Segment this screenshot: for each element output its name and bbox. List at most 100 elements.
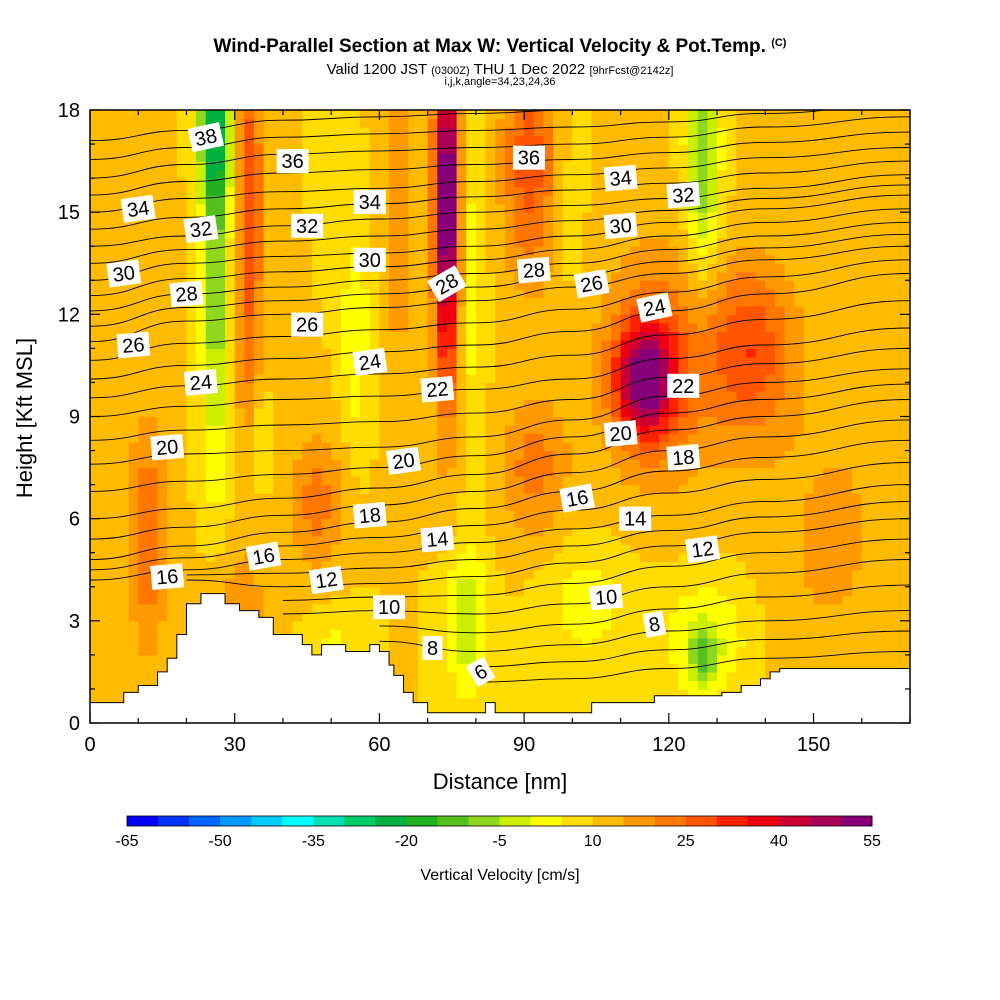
heatmap-cell (495, 663, 506, 673)
heatmap-cell (379, 493, 390, 503)
heatmap-cell (292, 297, 303, 307)
heatmap-cell (157, 356, 168, 367)
heatmap-cell (524, 501, 535, 511)
heatmap-cell (707, 646, 718, 656)
heatmap-cell (466, 459, 477, 469)
heatmap-cell (118, 493, 130, 503)
heatmap-cell (176, 476, 188, 486)
heatmap-cell (475, 246, 487, 256)
heatmap-cell (244, 178, 255, 188)
heatmap-cell (90, 399, 101, 409)
heatmap-cell (398, 586, 409, 596)
heatmap-cell (562, 552, 573, 562)
heatmap-cell (514, 169, 525, 179)
heatmap-cell (311, 433, 323, 443)
heatmap-cell (524, 654, 535, 664)
heatmap-cell (755, 663, 766, 673)
heatmap-cell (157, 663, 168, 673)
heatmap-cell (601, 450, 612, 460)
heatmap-cell (514, 288, 525, 298)
heatmap-cell (225, 365, 236, 375)
heatmap-cell (167, 416, 178, 426)
heatmap-cell (302, 416, 313, 426)
heatmap-cell (649, 637, 660, 647)
heatmap-cell (485, 629, 496, 639)
heatmap-cell (244, 365, 255, 375)
heatmap-cell (533, 450, 545, 460)
heatmap-cell (620, 671, 631, 682)
heatmap-cell (726, 203, 737, 213)
heatmap-cell (533, 127, 545, 137)
heatmap-cell (118, 365, 130, 375)
heatmap-cell (138, 484, 149, 494)
heatmap-cell (99, 110, 110, 120)
heatmap-cell (746, 212, 757, 222)
heatmap-cell (746, 118, 757, 128)
heatmap-cell (688, 425, 699, 435)
heatmap-cell (543, 603, 554, 613)
heatmap-cell (726, 552, 737, 562)
heatmap-cell (205, 450, 217, 460)
heatmap-cell (128, 663, 139, 673)
heatmap-cell (244, 186, 255, 196)
heatmap-cell (610, 152, 622, 162)
heatmap-cell (601, 339, 612, 349)
heatmap-cell (736, 612, 747, 622)
heatmap-cell (99, 484, 110, 494)
heatmap-cell (456, 442, 467, 452)
heatmap-cell (273, 314, 284, 324)
heatmap-cell (562, 467, 573, 477)
heatmap-cell (736, 314, 747, 324)
heatmap-cell (688, 569, 699, 579)
heatmap-cell (311, 603, 323, 613)
heatmap-cell (340, 527, 352, 537)
heatmap-cell (543, 373, 554, 384)
heatmap-cell (99, 254, 110, 264)
heatmap-cell (688, 169, 699, 179)
heatmap-cell (427, 697, 438, 707)
heatmap-cell (610, 161, 622, 171)
valid-time-utc: (0300Z) (431, 65, 470, 77)
heatmap-cell (369, 178, 381, 188)
heatmap-cell (668, 288, 680, 298)
heatmap-cell (630, 697, 641, 707)
heatmap-cell (678, 263, 689, 273)
heatmap-cell (746, 246, 757, 256)
heatmap-cell (389, 195, 400, 205)
heatmap-cell (408, 646, 419, 656)
heatmap-cell (379, 297, 390, 307)
heatmap-cell (697, 561, 709, 571)
heatmap-cell (118, 552, 130, 562)
heatmap-cell (446, 348, 458, 358)
heatmap-cell (99, 578, 110, 588)
heatmap-cell (244, 220, 255, 230)
heatmap-cell (495, 450, 506, 460)
heatmap-cell (427, 399, 438, 409)
heatmap-cell (360, 161, 371, 171)
heatmap-cell (437, 450, 448, 460)
heatmap-cell (118, 663, 130, 673)
heatmap-cell (331, 271, 342, 281)
heatmap-cell (649, 433, 660, 443)
heatmap-cell (331, 459, 342, 469)
heatmap-cell (225, 527, 236, 537)
heatmap-cell (746, 186, 757, 196)
heatmap-cell (157, 254, 168, 264)
heatmap-cell (118, 603, 130, 613)
heatmap-cell (495, 152, 506, 162)
heatmap-cell (389, 518, 400, 528)
heatmap-cell (321, 254, 332, 264)
heatmap-cell (630, 603, 641, 613)
heatmap-cell (215, 331, 226, 341)
heatmap-cell (466, 671, 477, 682)
heatmap-cell (350, 399, 361, 409)
heatmap-cell (437, 152, 448, 162)
heatmap-cell (553, 348, 564, 358)
heatmap-cell (369, 586, 381, 596)
heatmap-cell (244, 518, 255, 528)
heatmap-cell (620, 501, 631, 511)
heatmap-cell (167, 263, 178, 273)
heatmap-cell (408, 339, 419, 349)
heatmap-cell (350, 152, 361, 162)
heatmap-cell (282, 603, 294, 613)
